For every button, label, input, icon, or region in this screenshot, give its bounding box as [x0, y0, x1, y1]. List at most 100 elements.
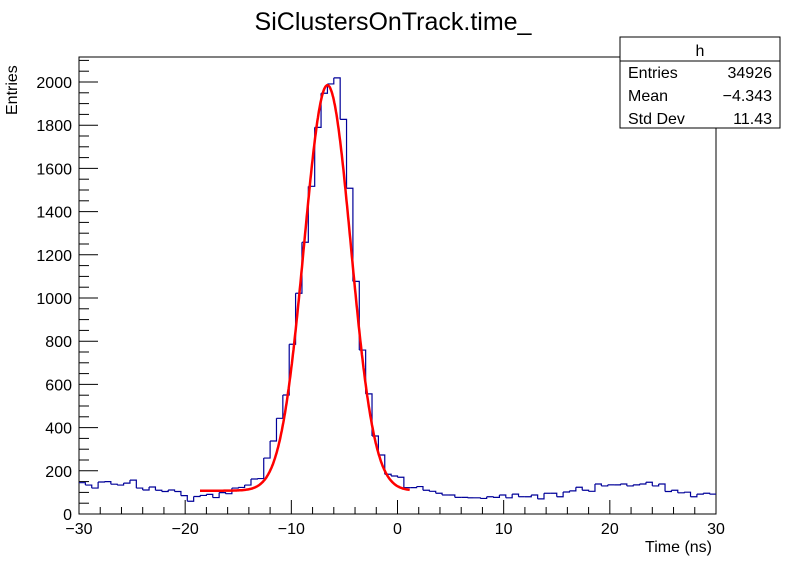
histogram-bin: [550, 493, 556, 496]
x-tick-label: 10: [495, 521, 513, 538]
x-tick-label: −20: [172, 521, 199, 538]
histogram-bins: [79, 78, 716, 501]
histogram-bin: [257, 458, 263, 479]
x-axis-label: Time (ns): [645, 539, 712, 556]
histogram-bin: [423, 490, 429, 491]
histogram-bin: [601, 485, 607, 486]
y-tick-label: 1200: [36, 248, 72, 265]
x-tick-label: 0: [393, 521, 402, 538]
histogram-bin: [117, 483, 123, 485]
histogram-bin: [181, 496, 187, 502]
histogram-bin: [665, 490, 671, 491]
histogram-bin: [691, 494, 697, 497]
stats-mean-label: Mean: [628, 88, 668, 105]
histogram-bin: [493, 495, 499, 497]
histogram-bin: [276, 395, 282, 418]
histogram-bin: [640, 482, 646, 484]
histogram-bin: [620, 484, 626, 486]
histogram-bin: [487, 497, 493, 498]
histogram-bin: [270, 418, 276, 441]
histogram-bin: [429, 491, 435, 493]
stats-mean-value: −4.343: [723, 88, 772, 105]
stats-stddev-value: 11.43: [733, 111, 772, 128]
histogram-bin: [531, 495, 537, 499]
histogram-bin: [264, 441, 270, 458]
y-tick-label: 1600: [36, 161, 72, 178]
histogram-bin: [136, 488, 142, 490]
histogram-bin: [525, 495, 531, 497]
histogram-bin: [614, 484, 620, 485]
histogram-bin: [391, 476, 397, 477]
histogram-bin: [652, 484, 658, 486]
histogram-bin: [480, 497, 486, 499]
stats-stddev-label: Std Dev: [628, 111, 685, 128]
y-tick-label: 2000: [36, 75, 72, 92]
histogram-bin: [576, 487, 582, 490]
y-tick-label: 1800: [36, 118, 72, 135]
x-tick-label: −10: [278, 521, 305, 538]
histogram-bin: [563, 491, 569, 492]
chart-title: SiClustersOnTrack.time_: [255, 8, 533, 36]
histogram-bin: [678, 492, 684, 493]
histogram-bin: [582, 490, 588, 491]
histogram-bin: [595, 484, 601, 486]
x-tick-label: 20: [601, 521, 619, 538]
histogram-bin: [111, 484, 117, 485]
histogram-bin: [506, 494, 512, 498]
histogram-bin: [499, 495, 505, 498]
histogram-bin: [162, 490, 168, 492]
stats-entries-label: Entries: [628, 65, 678, 82]
histogram-bin: [104, 482, 110, 485]
histogram-bin: [417, 487, 423, 491]
histogram-bin: [187, 497, 193, 502]
histogram-bin: [92, 482, 98, 488]
histogram-bin: [124, 480, 130, 483]
histogram-bin: [589, 484, 595, 491]
fit-curve: [200, 85, 410, 491]
y-tick-label: 200: [45, 464, 72, 481]
histogram-bin: [684, 492, 690, 497]
histogram-bin: [557, 492, 563, 497]
histogram-bin: [569, 487, 575, 491]
histogram-bin: [200, 494, 206, 495]
histogram-bin: [646, 482, 652, 486]
y-tick-label: 800: [45, 334, 72, 351]
stats-title: h: [696, 43, 705, 60]
histogram-bin: [659, 484, 665, 492]
y-tick-label: 400: [45, 421, 72, 438]
x-tick-label: 30: [707, 521, 725, 538]
histogram-bin: [512, 494, 518, 497]
histogram-bin: [194, 495, 200, 496]
histogram-bin: [219, 493, 225, 494]
histogram-bin: [130, 480, 136, 488]
y-tick-label: 1400: [36, 205, 72, 222]
histogram-bin: [149, 487, 155, 490]
histogram-bin: [474, 498, 480, 499]
histogram-bin: [671, 490, 677, 493]
histogram-bin: [448, 495, 454, 497]
histogram-bin: [238, 485, 244, 487]
y-tick-label: 1000: [36, 291, 72, 308]
histogram-bin: [697, 493, 703, 494]
y-tick-label: 600: [45, 377, 72, 394]
histogram-bin: [245, 479, 251, 485]
histogram-bin: [232, 487, 238, 488]
histogram-bin: [538, 493, 544, 499]
histogram-bin: [79, 483, 85, 485]
histogram-bin: [436, 493, 442, 495]
stats-entries-value: 34926: [728, 65, 773, 82]
histogram-bin: [175, 492, 181, 496]
histogram-bin: [703, 493, 709, 494]
histogram-bin: [213, 493, 219, 498]
histogram-bin: [155, 490, 161, 491]
histogram-bin: [327, 78, 333, 84]
histogram-bin: [206, 494, 212, 497]
histogram-bin: [410, 487, 416, 488]
histogram-bin: [143, 487, 149, 490]
stats-box: h Entries 34926 Mean −4.343 Std Dev 11.4…: [620, 37, 780, 128]
histogram-bin: [85, 485, 91, 488]
histogram-bin: [627, 485, 633, 486]
histogram-bin: [633, 484, 639, 485]
